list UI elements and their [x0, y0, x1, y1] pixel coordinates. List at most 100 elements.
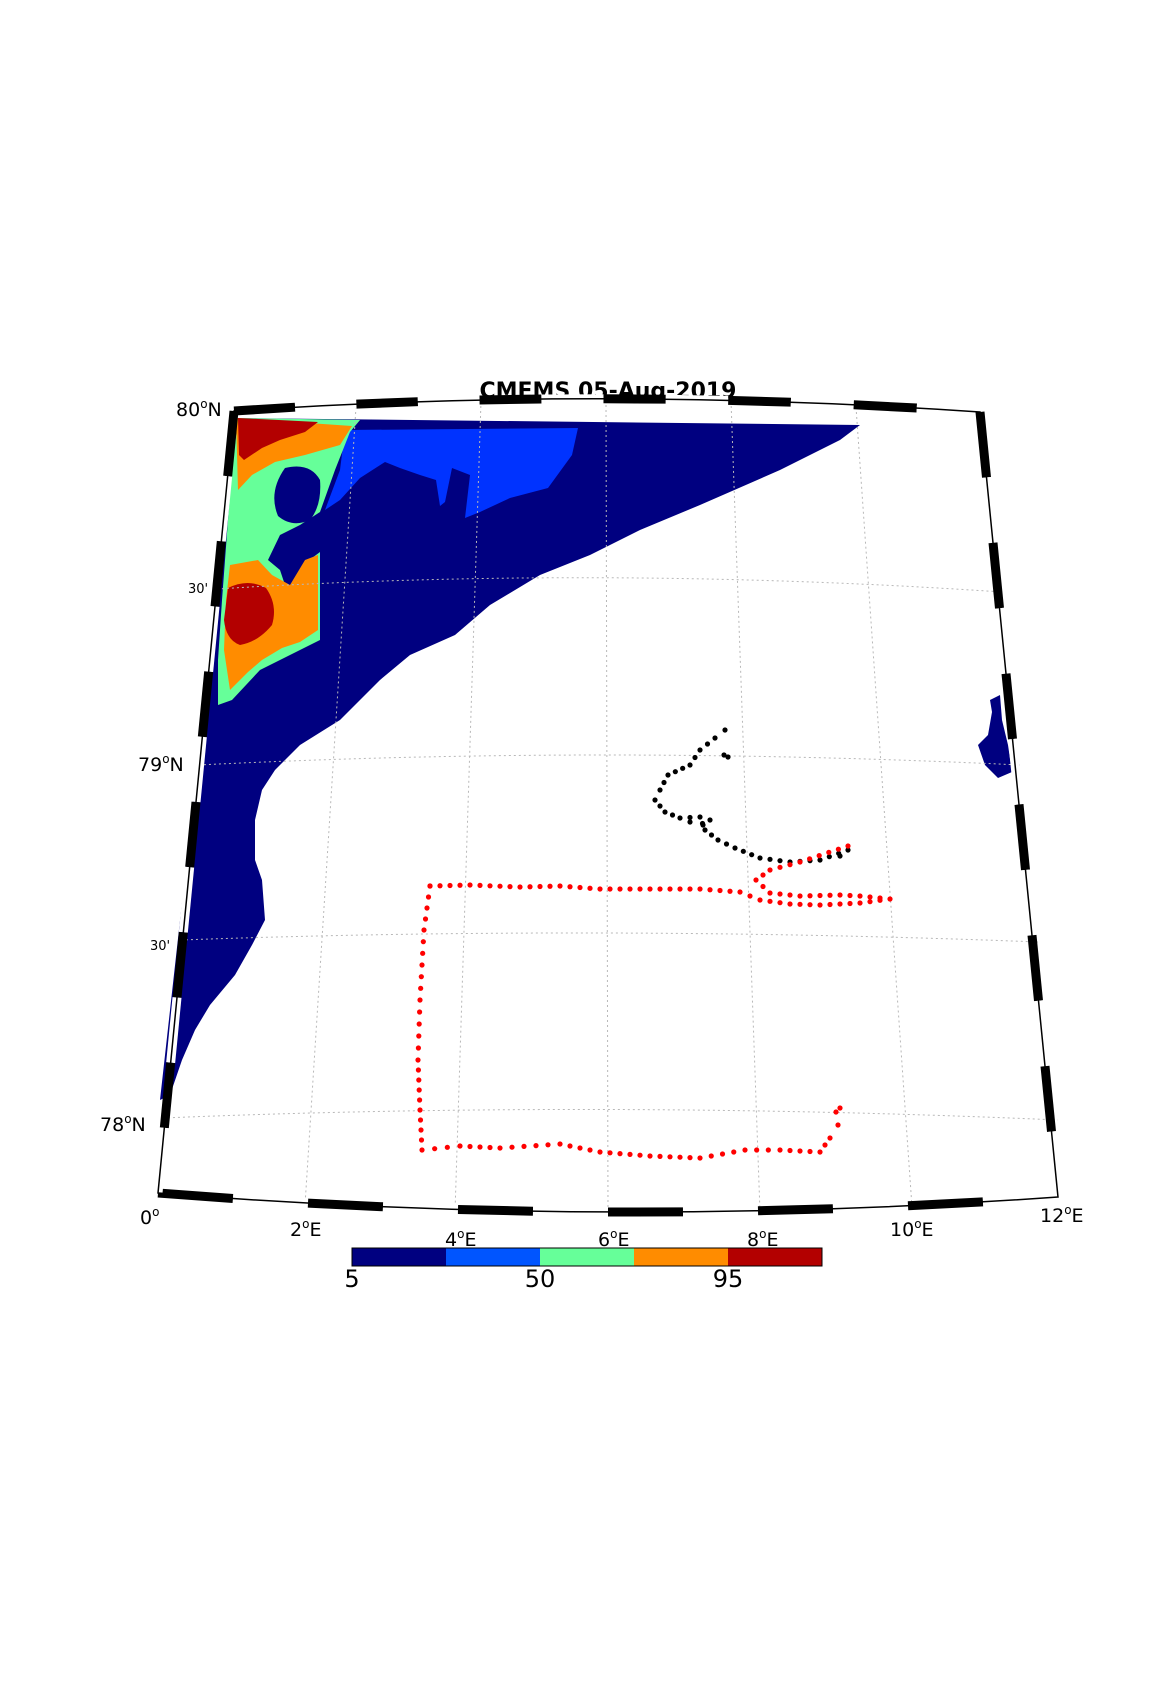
- red-track-point: [817, 1149, 822, 1154]
- red-track-point: [753, 877, 758, 882]
- red-track-point: [567, 1143, 572, 1148]
- black-track-point: [661, 780, 666, 785]
- red-track-point: [787, 892, 792, 897]
- red-track-point: [709, 1153, 714, 1158]
- red-track-point: [857, 900, 862, 905]
- black-track-point: [687, 815, 692, 820]
- red-track-point: [747, 893, 752, 898]
- red-track-point: [807, 1149, 812, 1154]
- black-track-point: [662, 809, 667, 814]
- red-track-point: [417, 1107, 422, 1112]
- red-track-point: [847, 893, 852, 898]
- red-track-point: [467, 1144, 472, 1149]
- lon-label-0: 0o: [140, 1205, 159, 1229]
- red-track-point: [887, 896, 892, 901]
- black-track-point: [673, 769, 678, 774]
- black-track-point: [700, 822, 705, 827]
- red-track-point: [417, 1009, 422, 1014]
- red-track-point: [647, 1153, 652, 1158]
- red-track-point: [415, 1057, 420, 1062]
- red-track-point: [420, 951, 425, 956]
- red-track-point: [687, 1155, 692, 1160]
- colorbar-bin-3: [540, 1248, 634, 1266]
- red-track-point: [557, 883, 562, 888]
- black-track-point: [665, 772, 670, 777]
- red-track-point: [417, 1097, 422, 1102]
- red-track-point: [547, 884, 552, 889]
- red-track-point: [797, 859, 802, 864]
- red-track-point: [587, 886, 592, 891]
- red-track-point: [837, 1105, 842, 1110]
- red-track-point: [447, 883, 452, 888]
- red-track-point: [766, 1147, 771, 1152]
- red-track-point: [657, 886, 662, 891]
- red-track-point: [421, 927, 426, 932]
- red-track-point: [577, 885, 582, 890]
- red-track-point: [760, 872, 765, 877]
- red-track-point: [757, 897, 762, 902]
- black-track-point: [680, 766, 685, 771]
- black-track-point: [767, 857, 772, 862]
- black-track-point: [724, 841, 729, 846]
- red-track-point: [597, 1149, 602, 1154]
- red-track-point: [421, 939, 426, 944]
- black-track-point: [757, 855, 762, 860]
- red-track-point: [837, 901, 842, 906]
- black-track-point: [709, 832, 714, 837]
- lon-label-12e: 12oE: [1040, 1203, 1084, 1227]
- red-track-point: [867, 894, 872, 899]
- red-track-point: [477, 1144, 482, 1149]
- black-track-point: [749, 852, 754, 857]
- red-track-point: [867, 899, 872, 904]
- red-track-point: [416, 1067, 421, 1072]
- lat-label-80n: 80oN: [176, 397, 222, 421]
- black-track-point: [777, 858, 782, 863]
- red-track-point: [617, 886, 622, 891]
- red-track-point: [597, 886, 602, 891]
- red-track-point: [424, 905, 429, 910]
- red-track-point: [797, 1148, 802, 1153]
- red-track-point: [833, 1109, 838, 1114]
- red-track-point: [416, 1045, 421, 1050]
- red-track-point: [587, 1147, 592, 1152]
- red-track-point: [457, 1143, 462, 1148]
- red-track-point: [637, 886, 642, 891]
- red-track-point: [807, 856, 812, 861]
- red-track-point: [857, 893, 862, 898]
- red-track-point: [697, 1155, 702, 1160]
- red-track-point: [417, 1021, 422, 1026]
- red-track-point: [877, 895, 882, 900]
- red-track-point: [577, 1145, 582, 1150]
- red-track-point: [667, 886, 672, 891]
- red-track-point: [426, 894, 431, 899]
- colorbar-bin-2: [446, 1248, 540, 1266]
- red-track-point: [807, 893, 812, 898]
- red-track-point: [419, 962, 424, 967]
- red-track-point: [777, 891, 782, 896]
- red-track-point: [707, 887, 712, 892]
- lat-label-78-30: 30': [150, 939, 170, 954]
- red-track-point: [427, 883, 432, 888]
- lon-label-10e: 10oE: [890, 1217, 934, 1241]
- colorbar: 5 50 95: [344, 1248, 822, 1293]
- red-track-point: [647, 886, 652, 891]
- red-track-point: [720, 1151, 725, 1156]
- red-track-point: [507, 884, 512, 889]
- black-track-point: [677, 815, 682, 820]
- red-track-point: [567, 884, 572, 889]
- lon-label-2e: 2oE: [290, 1217, 321, 1241]
- red-track-point: [777, 900, 782, 905]
- colorbar-tick-50: 50: [525, 1265, 556, 1293]
- black-track-point: [697, 747, 702, 752]
- lon-label-6e: 6oE: [598, 1227, 629, 1251]
- black-track-point: [712, 735, 717, 740]
- red-track-point: [787, 862, 792, 867]
- black-track-point: [707, 817, 712, 822]
- red-track-point: [835, 1122, 840, 1127]
- red-track-point: [731, 1149, 736, 1154]
- red-track-point: [497, 1145, 502, 1150]
- red-track-point: [432, 1146, 437, 1151]
- black-track-point: [715, 837, 720, 842]
- black-track-point: [741, 849, 746, 854]
